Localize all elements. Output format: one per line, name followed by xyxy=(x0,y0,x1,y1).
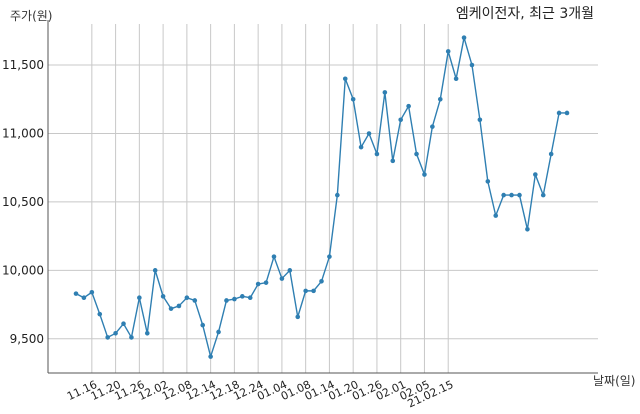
price-point xyxy=(533,172,538,177)
price-point xyxy=(81,295,87,301)
price-point xyxy=(121,321,126,327)
price-point xyxy=(89,289,95,295)
price-point xyxy=(501,192,506,198)
price-point xyxy=(485,179,491,184)
price-point xyxy=(461,35,467,40)
price-point xyxy=(168,306,174,311)
price-point xyxy=(422,172,427,177)
price-point xyxy=(224,298,229,303)
price-point xyxy=(287,268,293,273)
price-point xyxy=(453,76,459,82)
price-point xyxy=(192,298,198,303)
price-point xyxy=(374,151,380,157)
price-point xyxy=(247,295,253,301)
price-point xyxy=(303,288,308,294)
price-point xyxy=(548,151,554,157)
price-point xyxy=(414,151,419,157)
price-point xyxy=(200,322,206,328)
price-point xyxy=(144,331,150,336)
price-point xyxy=(517,192,522,198)
price-point xyxy=(319,279,324,284)
price-point xyxy=(342,76,348,82)
chart-title: 엠케이전자, 최근 3개월 xyxy=(455,6,594,22)
price-point xyxy=(437,96,443,102)
price-point xyxy=(509,192,514,198)
price-point xyxy=(493,213,499,218)
price-point xyxy=(445,49,451,54)
price-point xyxy=(232,296,237,302)
price-point xyxy=(160,294,166,299)
x-axis-unit-label: 날짜(일) xyxy=(593,374,636,388)
price-point xyxy=(113,331,118,336)
y-tick-label: 10,000 xyxy=(2,263,44,277)
price-point xyxy=(366,131,372,136)
price-point xyxy=(406,103,411,109)
price-point xyxy=(469,62,475,68)
price-point xyxy=(350,96,356,102)
price-point xyxy=(216,329,221,335)
price-point xyxy=(73,291,79,296)
y-axis-unit-label: 주가(원) xyxy=(10,9,53,23)
price-line xyxy=(75,36,567,358)
price-point xyxy=(255,281,261,287)
price-point xyxy=(564,110,570,116)
y-tick-label: 10,500 xyxy=(2,195,44,209)
price-point xyxy=(279,276,285,281)
price-point xyxy=(477,117,483,123)
price-point xyxy=(540,192,546,198)
price-point xyxy=(525,226,530,232)
price-point xyxy=(176,303,182,309)
price-point xyxy=(430,124,435,129)
price-point xyxy=(398,117,403,123)
price-point xyxy=(271,254,277,259)
price-point xyxy=(152,268,158,273)
y-tick-label: 11,000 xyxy=(2,126,44,140)
price-point xyxy=(137,295,142,301)
price-point xyxy=(335,192,340,198)
price-point xyxy=(358,144,364,150)
price-point xyxy=(105,335,110,340)
price-point xyxy=(97,311,103,317)
price-point xyxy=(295,314,301,320)
price-point xyxy=(263,280,269,285)
price-point xyxy=(129,335,134,340)
price-point xyxy=(208,354,213,359)
price-point xyxy=(184,295,190,301)
price-point xyxy=(390,158,396,164)
price-point xyxy=(556,110,562,116)
price-point xyxy=(327,254,332,259)
price-point xyxy=(240,294,245,299)
x-tick-label: 21.02.15 xyxy=(406,378,456,410)
price-point xyxy=(311,288,316,294)
y-tick-label: 11,500 xyxy=(2,58,44,72)
y-tick-label: 9,500 xyxy=(10,332,44,346)
price-point xyxy=(382,90,388,95)
